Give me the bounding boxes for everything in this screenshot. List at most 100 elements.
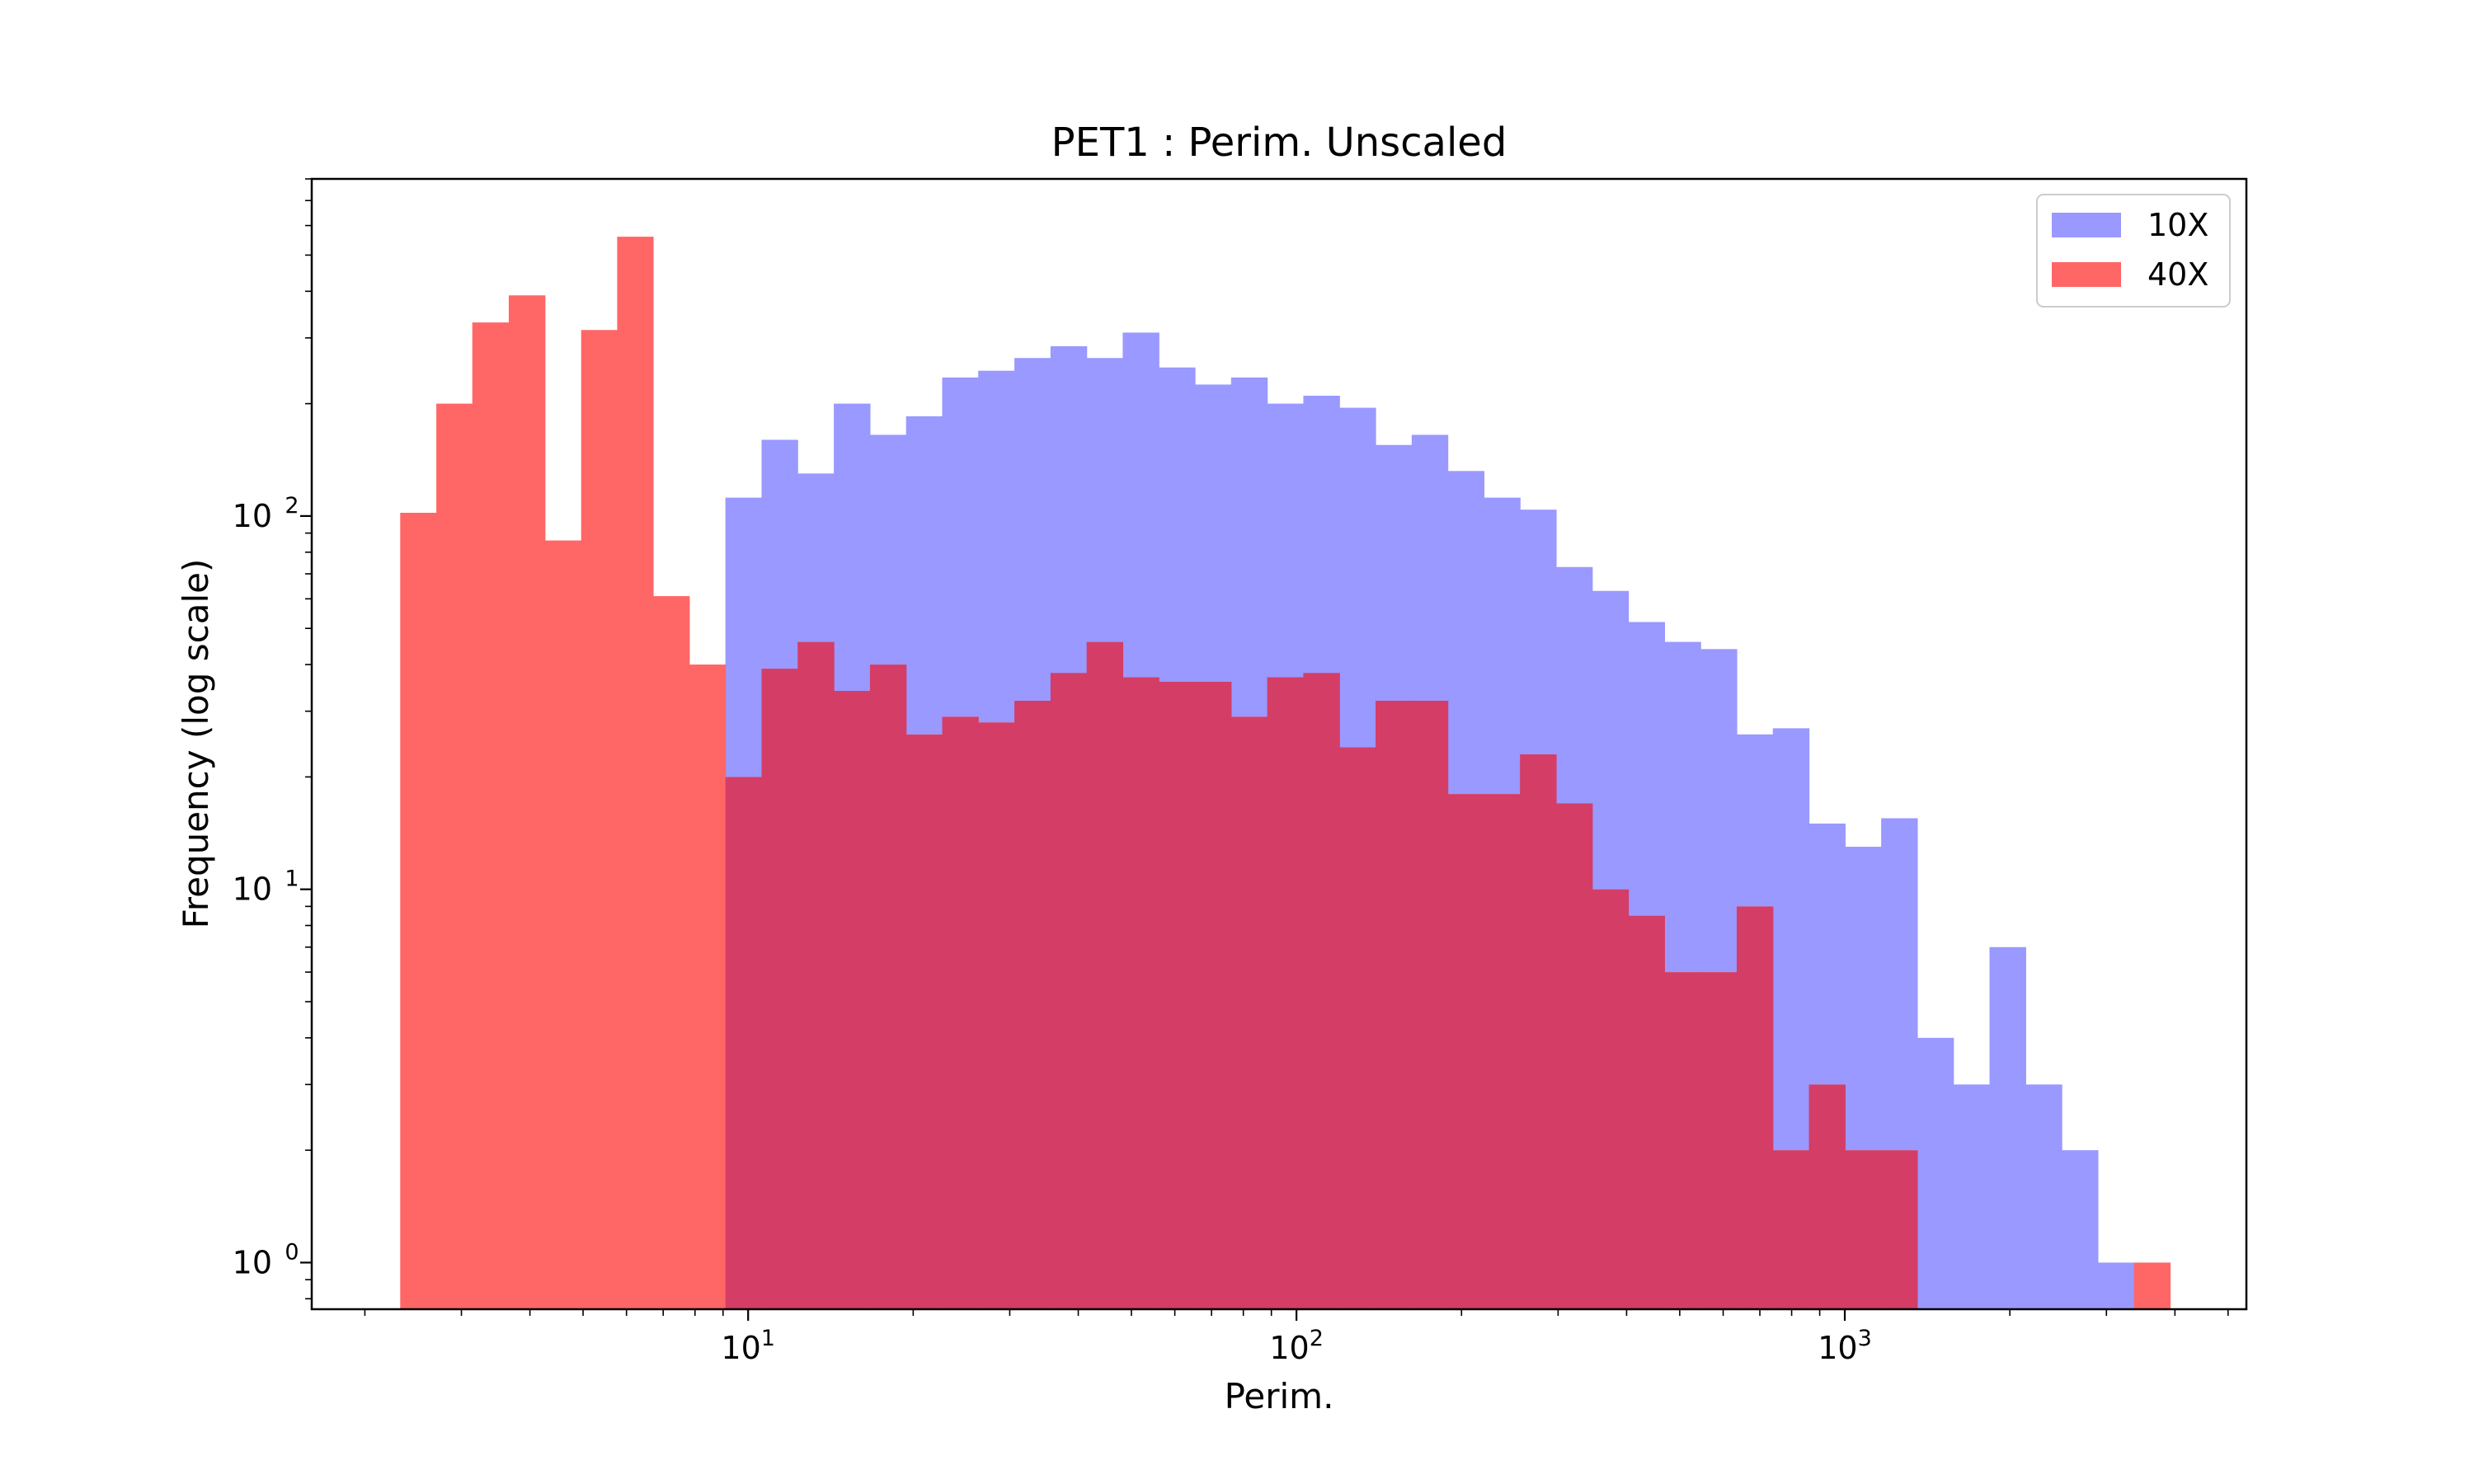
bar-10x bbox=[1592, 590, 1630, 890]
bar-overlap bbox=[1628, 915, 1665, 1309]
bar-10x bbox=[1339, 407, 1376, 748]
bar-10x bbox=[1484, 497, 1521, 795]
bar-10x bbox=[978, 370, 1015, 723]
bar-40x bbox=[472, 322, 510, 1310]
bar-40x bbox=[508, 295, 546, 1310]
bar-10x bbox=[1376, 444, 1413, 701]
bar-10x bbox=[1555, 566, 1593, 804]
bar-10x bbox=[1772, 728, 1810, 1151]
bar-10x bbox=[725, 497, 763, 777]
bar-overlap bbox=[905, 734, 943, 1309]
legend-label-10x: 10X bbox=[2147, 207, 2208, 243]
bar-overlap bbox=[869, 665, 907, 1309]
bar-10x bbox=[1086, 358, 1124, 642]
bar-10x bbox=[1989, 946, 2026, 1309]
bar-10x bbox=[1628, 622, 1665, 916]
chart-title: PET1 : Perim. Unscaled bbox=[1051, 120, 1507, 166]
bar-40x bbox=[617, 237, 654, 1310]
bar-overlap bbox=[942, 716, 979, 1309]
bar-40x bbox=[652, 596, 690, 1309]
bar-10x bbox=[797, 473, 835, 642]
bar-overlap bbox=[1122, 677, 1159, 1309]
bar-overlap bbox=[1736, 906, 1774, 1309]
bar-overlap bbox=[1592, 889, 1630, 1309]
bar-10x bbox=[1122, 332, 1159, 678]
legend-swatch-10x bbox=[2052, 213, 2121, 237]
legend-swatch-40x bbox=[2052, 262, 2121, 287]
plot-area-frame bbox=[310, 177, 2248, 1311]
bar-10x bbox=[1411, 434, 1449, 701]
x-axis-label: Perim. bbox=[1225, 1376, 1334, 1416]
bar-10x bbox=[1736, 734, 1774, 907]
bar-10x bbox=[2025, 1084, 2062, 1309]
x-axis-ticks: 101 102 103 bbox=[364, 1309, 2229, 1366]
bar-overlap bbox=[725, 777, 763, 1309]
bar-overlap bbox=[1159, 681, 1196, 1309]
bar-40x bbox=[689, 665, 727, 1309]
bar-overlap bbox=[1520, 754, 1557, 1309]
bar-overlap bbox=[1303, 673, 1340, 1309]
bar-overlap bbox=[1772, 1150, 1810, 1309]
bar-10x bbox=[1195, 384, 1232, 682]
bar-overlap bbox=[1808, 1084, 1846, 1309]
bar-10x bbox=[1700, 649, 1738, 973]
bar-overlap bbox=[1484, 794, 1521, 1309]
bar-40x bbox=[544, 540, 582, 1309]
bar-40x bbox=[581, 330, 618, 1309]
bar-10x bbox=[905, 416, 943, 735]
bar-overlap bbox=[1339, 747, 1376, 1309]
series-40x-bars bbox=[400, 237, 2171, 1310]
bar-40x bbox=[400, 512, 437, 1309]
x-tick-label: 103 bbox=[1818, 1326, 1872, 1366]
bar-10x bbox=[1267, 403, 1305, 678]
bar-10x bbox=[1845, 847, 1882, 1151]
bar-10x bbox=[834, 403, 871, 692]
bar-overlap bbox=[834, 691, 871, 1309]
bar-10x bbox=[1664, 641, 1701, 973]
x-tick-label: 101 bbox=[721, 1326, 775, 1366]
bar-10x bbox=[761, 439, 798, 669]
bar-overlap bbox=[1086, 641, 1124, 1309]
bar-overlap bbox=[1050, 673, 1088, 1309]
bar-10x bbox=[1917, 1037, 1954, 1309]
overlap-bars bbox=[725, 641, 1918, 1309]
bar-overlap bbox=[1845, 1150, 1882, 1309]
bar-overlap bbox=[978, 722, 1015, 1309]
bar-10x bbox=[1159, 367, 1196, 682]
legend: 10X 40X bbox=[2036, 194, 2231, 308]
y-tick-label: 10 1 bbox=[233, 866, 299, 908]
legend-label-40x: 40X bbox=[2147, 256, 2208, 293]
bar-10x bbox=[2062, 1150, 2099, 1309]
bar-overlap bbox=[761, 669, 798, 1309]
bar-overlap bbox=[1411, 700, 1449, 1309]
bar-10x bbox=[1520, 510, 1557, 754]
bar-10x bbox=[942, 377, 979, 717]
bar-10x bbox=[1230, 377, 1268, 717]
bar-10x bbox=[1050, 345, 1088, 674]
bar-10x bbox=[2097, 1262, 2135, 1309]
x-tick-label: 102 bbox=[1269, 1326, 1324, 1366]
bar-overlap bbox=[1555, 803, 1593, 1309]
bar-10x bbox=[1808, 823, 1846, 1085]
bar-10x bbox=[869, 434, 907, 665]
bar-overlap bbox=[797, 641, 835, 1309]
bar-overlap bbox=[1376, 700, 1413, 1309]
series-10x-bars bbox=[725, 332, 2135, 1309]
bar-10x bbox=[1303, 396, 1340, 674]
bar-overlap bbox=[1014, 700, 1051, 1309]
bar-overlap bbox=[1664, 972, 1701, 1309]
bar-10x bbox=[1881, 818, 1918, 1151]
bar-10x bbox=[1447, 471, 1484, 795]
bar-40x bbox=[2133, 1262, 2171, 1309]
y-axis-label: Frequency (log scale) bbox=[176, 559, 216, 929]
bar-10x bbox=[1953, 1084, 1991, 1309]
bar-overlap bbox=[1195, 681, 1232, 1309]
bar-overlap bbox=[1230, 716, 1268, 1309]
bar-10x bbox=[1014, 358, 1051, 701]
bar-overlap bbox=[1267, 677, 1305, 1309]
bar-40x bbox=[436, 403, 473, 1309]
bar-overlap bbox=[1881, 1150, 1918, 1309]
bar-overlap bbox=[1447, 794, 1484, 1309]
